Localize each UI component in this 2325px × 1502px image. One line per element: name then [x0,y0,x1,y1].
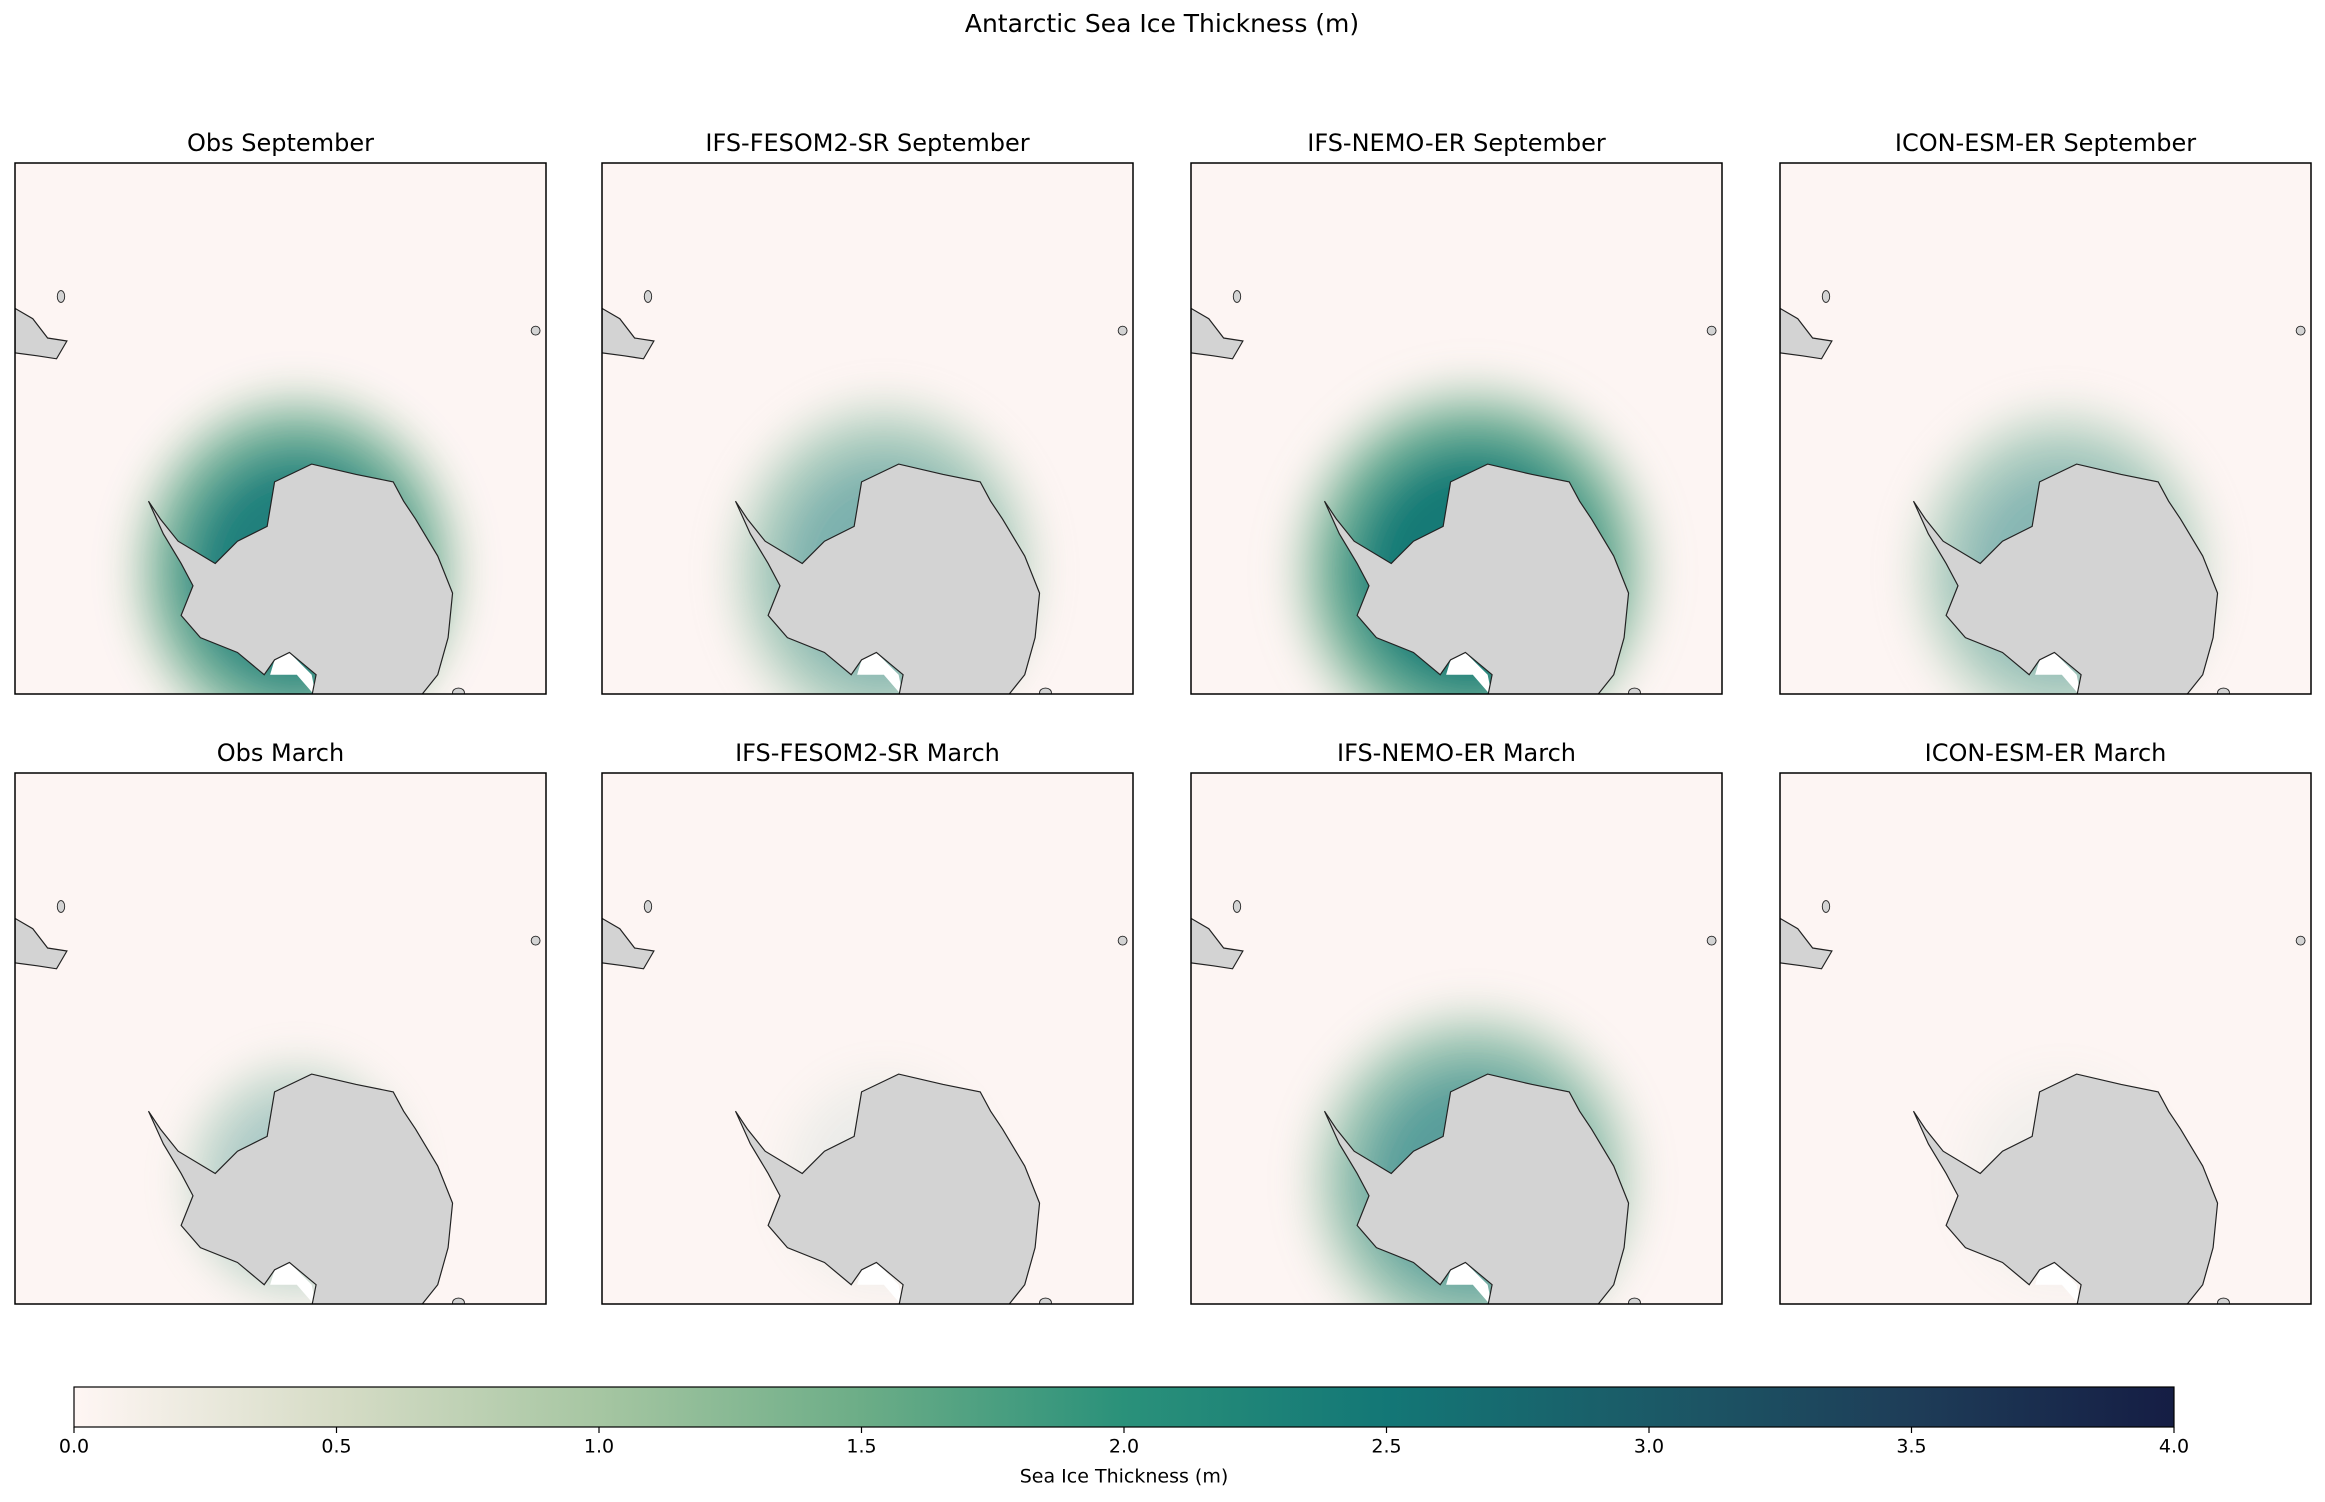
island [530,325,541,336]
panel-frame [14,162,547,695]
panel-frame [1190,772,1723,1305]
panel-title: IFS-NEMO-ER March [1337,739,1576,767]
ice-shelf [857,652,903,695]
island [2217,1297,2230,1305]
ice-shelf [270,1262,316,1305]
island [1628,687,1641,695]
island [1232,290,1242,303]
map-panel [15,163,546,695]
tick-label: 4.0 [2159,1436,2189,1458]
map-panel [1780,773,2311,1305]
panel-title: Obs September [187,129,374,157]
panel-frame [601,772,1134,1305]
antarctica [147,463,454,695]
island [1232,900,1242,913]
island [1706,325,1717,336]
panel-frame [1779,162,2312,695]
antarctica [1912,1073,2219,1305]
island [1706,935,1717,946]
south-america [1780,307,1833,360]
map-panel [15,773,546,1305]
island [56,900,66,913]
panel-frame [1779,772,2312,1305]
ice-shelf [1446,1262,1492,1305]
island [56,290,66,303]
colorbar-label: Sea Ice Thickness (m) [1020,1466,1229,1488]
tick-label: 1.5 [846,1436,876,1458]
map-panel [1191,163,1722,695]
figure-title: Antarctic Sea Ice Thickness (m) [965,9,1359,38]
south-america [15,917,68,970]
island [2295,935,2306,946]
panel-title: IFS-FESOM2-SR March [735,739,1000,767]
ice-shelf [1446,652,1492,695]
south-america [15,307,68,360]
south-america [1191,917,1244,970]
tick-label: 1.0 [584,1436,614,1458]
map-panel [602,163,1133,695]
island [2295,325,2306,336]
antarctica [734,463,1041,695]
ice-shelf [270,652,316,695]
island [452,687,465,695]
island [643,290,653,303]
island [643,900,653,913]
panel-title: ICON-ESM-ER September [1895,129,2196,157]
antarctica [1912,463,2219,695]
south-america [1191,307,1244,360]
south-america [1780,917,1833,970]
island [1117,935,1128,946]
tick-label: 0.0 [59,1436,89,1458]
island [530,935,541,946]
panel-title: ICON-ESM-ER March [1925,739,2167,767]
tick-label: 0.5 [321,1436,351,1458]
island [1821,900,1831,913]
island [1821,290,1831,303]
tick-label: 3.5 [1896,1436,1926,1458]
panel-title: IFS-NEMO-ER September [1307,129,1606,157]
antarctica [1323,1073,1630,1305]
tick-label: 2.5 [1371,1436,1401,1458]
ice-shelf [2035,1262,2081,1305]
ice-shelf [2035,652,2081,695]
panel-title: IFS-FESOM2-SR September [705,129,1029,157]
island [2217,687,2230,695]
map-panel [602,773,1133,1305]
island [1628,1297,1641,1305]
south-america [602,307,655,360]
antarctica [147,1073,454,1305]
island [1039,687,1052,695]
panel-title: Obs March [217,739,344,767]
panel-frame [1190,162,1723,695]
ice-shelf [857,1262,903,1305]
island [1039,1297,1052,1305]
map-panel [1780,163,2311,695]
panel-frame [14,772,547,1305]
colorbar [73,1386,2175,1428]
antarctica [1323,463,1630,695]
island [1117,325,1128,336]
map-panel [1191,773,1722,1305]
south-america [602,917,655,970]
island [452,1297,465,1305]
tick-label: 3.0 [1634,1436,1664,1458]
panel-frame [601,162,1134,695]
antarctica [734,1073,1041,1305]
tick-label: 2.0 [1109,1436,1139,1458]
